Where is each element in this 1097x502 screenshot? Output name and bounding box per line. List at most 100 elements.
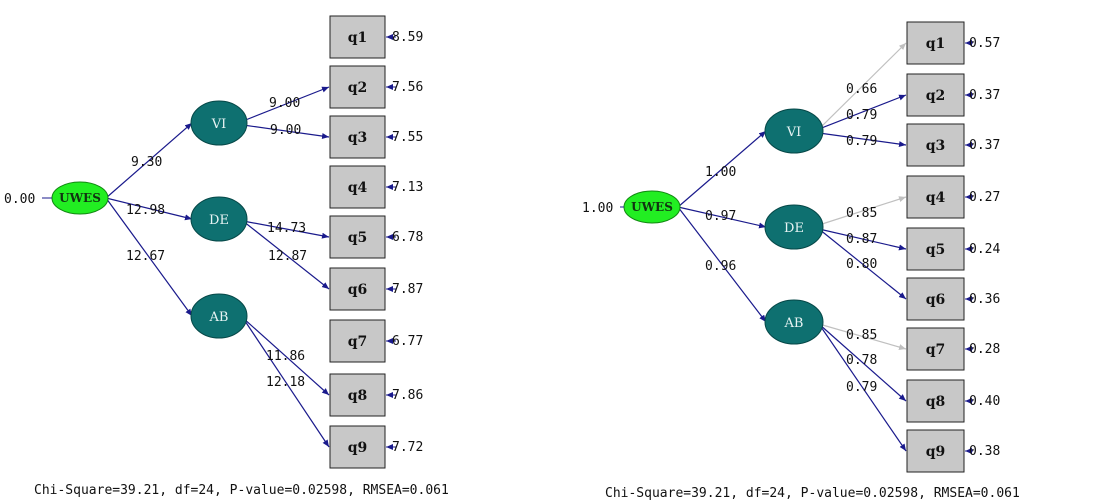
error-variance-q5: 6.78	[392, 230, 423, 245]
error-variance-q1: 0.57	[969, 36, 1000, 51]
structural-coef-ab: 12.67	[126, 249, 165, 264]
indicator-box-q7	[329, 319, 386, 363]
indicator-label-q1: q1	[926, 36, 946, 52]
error-variance-q8: 7.86	[392, 388, 423, 403]
structural-path-de	[677, 206, 767, 229]
structural-coef-de: 12.98	[126, 203, 165, 218]
indicator-label-q9: q9	[926, 444, 946, 460]
error-variance-q2: 0.37	[969, 88, 1000, 103]
loading-value-q2: 9.00	[269, 96, 300, 111]
error-variance-q4: 7.13	[392, 180, 423, 195]
loading-value-q9: 12.18	[266, 375, 305, 390]
loading-path-ab-q8	[818, 323, 907, 402]
loading-value-q6: 0.80	[846, 257, 877, 272]
loading-value-q9: 0.79	[846, 380, 877, 395]
loading-value-q8: 11.86	[266, 349, 305, 364]
structural-path-ab	[677, 206, 767, 323]
loading-path-de-q6	[242, 220, 330, 290]
structural-coef-de: 0.97	[705, 209, 736, 224]
indicator-label-q7: q7	[348, 334, 368, 350]
loading-value-q6: 12.87	[268, 249, 307, 264]
indicator-label-q3: q3	[348, 130, 368, 146]
uwes-label: UWES	[59, 191, 101, 205]
indicator-label-q6: q6	[926, 292, 946, 308]
indicator-label-q4: q4	[926, 190, 946, 206]
indicator-label-q5: q5	[926, 242, 946, 258]
error-variance-q6: 0.36	[969, 292, 1000, 307]
indicator-box-q5	[329, 215, 386, 259]
latent-label-de: DE	[209, 213, 229, 228]
loading-path-ab-q7	[818, 323, 907, 350]
indicator-label-q8: q8	[348, 388, 368, 404]
indicator-label-q4: q4	[348, 180, 368, 196]
indicator-box-q6	[329, 267, 386, 311]
structural-path-vi	[677, 130, 767, 208]
uwes-error-variance: 0.00	[4, 192, 35, 207]
indicator-label-q9: q9	[348, 440, 368, 456]
loading-path-de-q4	[818, 196, 907, 226]
indicator-label-q7: q7	[926, 342, 946, 358]
error-variance-q4: 0.27	[969, 190, 1000, 205]
indicator-label-q1: q1	[348, 30, 368, 46]
loading-value-q4: 0.85	[846, 206, 877, 221]
structural-path-vi	[105, 122, 193, 199]
indicator-label-q8: q8	[926, 394, 946, 410]
error-variance-q5: 0.24	[969, 242, 1000, 257]
loading-path-ab-q9	[818, 323, 907, 452]
loading-value-q8: 0.78	[846, 353, 877, 368]
structural-coef-ab: 0.96	[705, 259, 736, 274]
latent-node-de	[764, 204, 824, 250]
indicator-box-q3	[906, 123, 965, 167]
latent-label-ab: AB	[209, 310, 229, 325]
uwes-error-variance: 1.00	[582, 201, 613, 216]
loading-value-q5: 14.73	[267, 221, 306, 236]
indicator-box-q9	[906, 429, 965, 473]
uwes-label: UWES	[631, 200, 673, 214]
error-variance-q8: 0.40	[969, 394, 1000, 409]
latent-node-de	[190, 196, 248, 242]
loading-value-q5: 0.87	[846, 232, 877, 247]
error-variance-q7: 0.28	[969, 342, 1000, 357]
error-variance-q9: 7.72	[392, 440, 423, 455]
indicator-box-q8	[906, 379, 965, 423]
error-variance-q1: 8.59	[392, 30, 423, 45]
latent-label-de: DE	[784, 221, 804, 236]
indicator-box-q8	[329, 373, 386, 417]
fit-statistics-left: Chi-Square=39.21, df=24, P-value=0.02598…	[34, 483, 449, 498]
loading-value-q3: 9.00	[270, 123, 301, 138]
latent-node-vi	[190, 100, 248, 146]
loading-path-vi-q3	[242, 124, 330, 140]
indicator-box-q3	[329, 115, 386, 159]
indicator-label-q6: q6	[348, 282, 368, 298]
loading-value-q7: 0.85	[846, 328, 877, 343]
indicator-label-q3: q3	[926, 138, 946, 154]
loading-value-q1: 0.66	[846, 82, 877, 97]
error-variance-q3: 7.55	[392, 130, 423, 145]
latent-label-ab: AB	[784, 316, 804, 331]
indicator-box-q4	[906, 175, 965, 219]
indicator-label-q2: q2	[926, 88, 946, 104]
fit-statistics-right: Chi-Square=39.21, df=24, P-value=0.02598…	[605, 486, 1020, 501]
indicator-box-q1	[329, 15, 386, 59]
indicator-label-q2: q2	[348, 80, 368, 96]
indicator-box-q7	[906, 327, 965, 371]
loading-value-q3: 0.79	[846, 134, 877, 149]
indicator-box-q4	[329, 165, 386, 209]
structural-coef-vi: 9.30	[131, 155, 162, 170]
structural-path-de	[105, 197, 193, 221]
loading-path-de-q5	[818, 228, 907, 251]
loading-path-vi-q2	[818, 94, 907, 130]
indicator-box-q6	[906, 277, 965, 321]
indicator-box-q2	[329, 65, 386, 109]
indicator-box-q2	[906, 73, 965, 117]
indicator-box-q9	[329, 425, 386, 469]
structural-path-ab	[105, 197, 193, 317]
loading-path-vi-q1	[818, 42, 907, 130]
loading-path-vi-q2	[242, 86, 330, 122]
error-variance-q7: 6.77	[392, 334, 423, 349]
latent-label-vi: VI	[786, 125, 802, 140]
error-variance-q6: 7.87	[392, 282, 423, 297]
indicator-box-q1	[906, 21, 965, 65]
loading-value-q2: 0.79	[846, 108, 877, 123]
